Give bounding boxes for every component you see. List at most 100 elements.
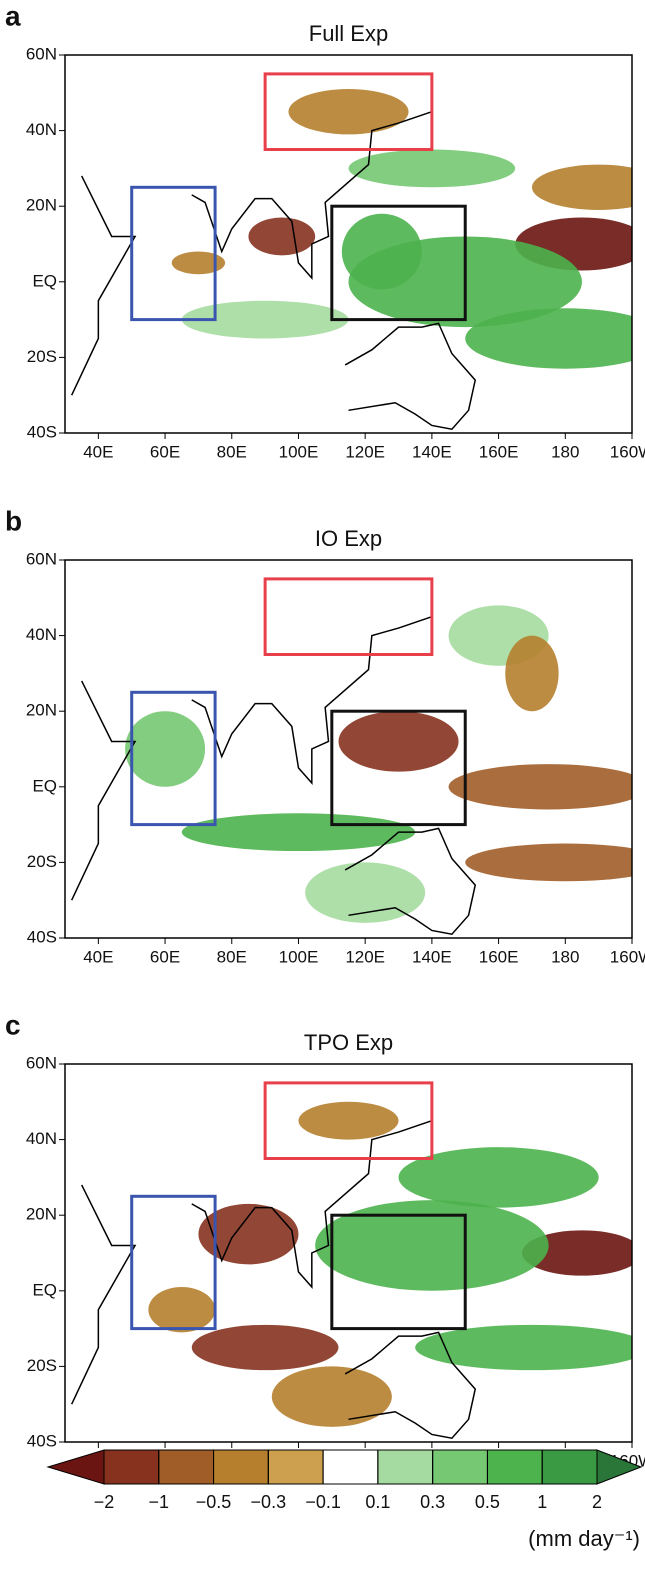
contour-blob [465, 308, 632, 369]
contour-blob [398, 1147, 599, 1208]
contour-blob [415, 1324, 632, 1371]
colorbar-label: 1 [537, 1492, 547, 1512]
coastline [70, 175, 137, 396]
x-tick-label: 100E [279, 947, 319, 966]
region-box [130, 1194, 217, 1331]
y-tick-label: 20N [26, 701, 57, 720]
x-tick-label: 60E [150, 442, 180, 461]
x-tick-label: 140E [412, 442, 452, 461]
contour-blob [198, 1203, 299, 1265]
y-tick-label: 40S [27, 927, 57, 946]
colorbar-cell [158, 1449, 215, 1485]
contour-blob [125, 711, 206, 787]
colorbar-cell [267, 1449, 324, 1485]
y-tick-label: EQ [32, 1280, 57, 1299]
x-tick-label: 80E [217, 442, 247, 461]
y-tick-label: EQ [32, 776, 57, 795]
x-tick-label: 160W [610, 442, 645, 461]
region-box [330, 709, 467, 827]
contour-blob [315, 1200, 549, 1291]
coastline [191, 1119, 433, 1290]
contour-blob [298, 1101, 399, 1140]
colorbar-cell [541, 1449, 598, 1485]
y-tick-label: 40S [27, 1431, 57, 1450]
x-tick-label: 60E [150, 947, 180, 966]
x-tick-label: 160W [610, 947, 645, 966]
y-tick-label: 20S [27, 852, 57, 871]
y-tick-label: 40N [26, 625, 57, 644]
colorbar-cell [432, 1449, 488, 1485]
y-tick-label: 60N [26, 549, 57, 568]
colorbar-label: −1 [149, 1492, 170, 1512]
coastline [344, 1331, 477, 1440]
contours [70, 89, 632, 431]
x-tick-label: 140E [412, 947, 452, 966]
contour-blob [248, 217, 316, 256]
x-tick-label: 180 [551, 947, 579, 966]
contour-blob [521, 1230, 632, 1276]
contour-blob [341, 213, 422, 290]
x-tick-label: 160E [479, 442, 519, 461]
coastline [70, 680, 137, 901]
x-tick-label: 120E [345, 442, 385, 461]
y-tick-label: 40S [27, 422, 57, 441]
coastline [191, 615, 433, 786]
contour-blob [348, 149, 516, 188]
panel-label: a [5, 0, 21, 31]
contour-blob [338, 711, 459, 772]
plot-frame [64, 559, 633, 939]
contour-blob [181, 300, 349, 339]
colorbar-label: −2 [94, 1492, 115, 1512]
y-tick-label: 20N [26, 1205, 57, 1224]
x-tick-label: 120E [345, 947, 385, 966]
region-box [263, 72, 434, 151]
colorbar-label: 0.3 [420, 1492, 445, 1512]
region-box [263, 1081, 434, 1161]
contour-blob [465, 843, 632, 882]
region-box [330, 204, 467, 322]
x-tick-label: 180 [551, 442, 579, 461]
colorbar-cell [213, 1449, 269, 1485]
y-tick-label: 20S [27, 1356, 57, 1375]
y-tick-label: EQ [32, 271, 57, 290]
coastline [70, 1184, 137, 1405]
colorbar-label: −0.1 [305, 1492, 341, 1512]
colorbar-cell [377, 1449, 434, 1485]
y-tick-label: 60N [26, 44, 57, 63]
contour-blob [271, 1366, 392, 1427]
colorbar-label: −0.5 [196, 1492, 232, 1512]
contour-blob [148, 1287, 216, 1333]
y-tick-label: 20N [26, 196, 57, 215]
colorbar-label: 2 [592, 1492, 602, 1512]
contour-blob [191, 1324, 339, 1371]
plot-frame [64, 54, 633, 434]
x-tick-label: 40E [83, 442, 113, 461]
colorbar-unit: (mm day⁻¹) [528, 1526, 640, 1551]
panel-label: c [5, 1009, 21, 1040]
panel-label: b [5, 505, 22, 536]
y-tick-label: 40N [26, 1129, 57, 1148]
y-tick-label: 40N [26, 120, 57, 139]
colorbar-cell [103, 1449, 160, 1485]
region-box [330, 1213, 467, 1331]
panel-title: TPO Exp [304, 1030, 393, 1055]
x-tick-label: 40E [83, 947, 113, 966]
region-box [130, 185, 217, 322]
contour-blob [181, 813, 416, 852]
coastline [191, 110, 433, 281]
contour-blob [531, 164, 632, 210]
panel-title: Full Exp [309, 21, 388, 46]
colorbar-label: 0.5 [475, 1492, 500, 1512]
region-box [130, 690, 217, 827]
colorbar-cell [322, 1449, 379, 1485]
contours [70, 1101, 632, 1440]
panel-title: IO Exp [315, 526, 382, 551]
x-tick-label: 80E [217, 947, 247, 966]
colorbar-extension [46, 1449, 105, 1485]
x-tick-label: 160E [479, 947, 519, 966]
contours [70, 605, 632, 936]
colorbar-cell [486, 1449, 543, 1485]
contour-blob [288, 89, 409, 135]
colorbar-label: −0.3 [251, 1492, 287, 1512]
